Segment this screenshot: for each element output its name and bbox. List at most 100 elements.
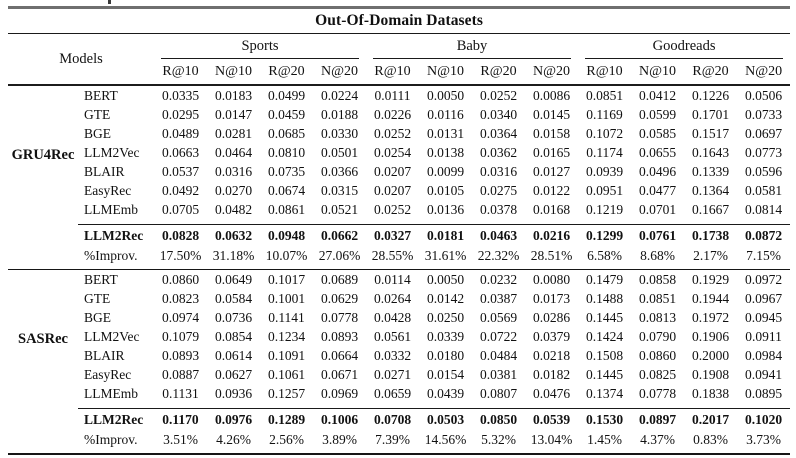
metric-value-cell: 0.0708 bbox=[366, 408, 419, 430]
metric-value-cell: 0.1174 bbox=[586, 144, 623, 160]
metric-value-cell: 0.0254 bbox=[373, 144, 412, 160]
metric-value-cell: 0.1838 bbox=[691, 385, 730, 401]
table-row-sasrec-blair: BLAIR 0.0893 0.0614 0.1091 0.0664 0.0332 0.018… bbox=[8, 346, 790, 365]
metric-value-cell: 0.0286 bbox=[532, 309, 571, 325]
metric-value-cell: 0.0705 bbox=[161, 201, 200, 217]
improv-value-cell: 2.56% bbox=[260, 430, 313, 455]
improv-value-cell: 8.68% bbox=[640, 248, 675, 263]
improv-value-cell: 27.06% bbox=[318, 248, 361, 263]
metric-value-cell: 0.0439 bbox=[426, 385, 465, 401]
improv-value-cell: 14.56% bbox=[419, 430, 472, 455]
metric-value-cell: 0.0364 bbox=[479, 125, 518, 141]
table-row-sasrec-bert: SASRec BERT 0.0860 0.0649 0.1017 0.0689 0.0114… bbox=[8, 269, 791, 409]
metric-value-cell: 0.0722 bbox=[479, 328, 518, 344]
metric-value-cell: 0.0701 bbox=[638, 201, 677, 217]
improv-value-cell: 3.51% bbox=[154, 430, 207, 455]
improv-value-cell: 31.61% bbox=[424, 248, 467, 263]
metric-value-cell: 0.0154 bbox=[426, 366, 465, 382]
metric-value-cell: 0.1445 bbox=[585, 309, 624, 325]
improv-value-cell: 13.04% bbox=[525, 430, 578, 455]
table-row-gru4rec-blair: BLAIR 0.0537 0.0316 0.0735 0.0366 0.0207 0.009… bbox=[8, 162, 790, 181]
improv-value-cell: 4.37% bbox=[631, 430, 684, 455]
improv-value-cell: 6.58% bbox=[587, 248, 622, 263]
metric-value-cell: 0.0823 bbox=[161, 290, 200, 306]
metric-value-cell: 0.0521 bbox=[320, 201, 359, 217]
metric-value-cell: 0.1667 bbox=[691, 201, 730, 217]
improv-value-cell: 22.32% bbox=[477, 248, 520, 263]
metric-value-cell: 0.0951 bbox=[585, 182, 624, 198]
metric-value-cell: 0.1374 bbox=[585, 385, 624, 401]
metric-value-cell: 0.0895 bbox=[745, 385, 783, 401]
out-of-domain-results-table: Out-Of-Domain Datasets Models Sports Baby… bbox=[8, 6, 791, 455]
metric-value-cell: 0.0664 bbox=[320, 347, 359, 363]
metric-value-cell: 0.0674 bbox=[267, 182, 306, 198]
improv-label-cell: %Improv. bbox=[78, 430, 154, 455]
section-label-gru4rec: GRU4Rec bbox=[11, 146, 75, 163]
metric-value-cell: 0.0974 bbox=[161, 309, 200, 325]
model-name-cell: LLMEmb bbox=[84, 201, 138, 217]
table-row-gru4rec-gte: GTE 0.0295 0.0147 0.0459 0.0188 0.0226 0.0116 0… bbox=[8, 105, 790, 124]
metric-value-cell: 0.1517 bbox=[691, 125, 730, 141]
table-row-sasrec-improv: %Improv. 3.51% 4.26% 2.56% 3.89% 7.39% 14.56% 5… bbox=[8, 430, 791, 455]
metric-value-cell: 0.0861 bbox=[267, 201, 306, 217]
metric-header-baby-r-20: R@20 bbox=[472, 60, 525, 86]
model-name-cell: BGE bbox=[84, 309, 111, 325]
metric-value-cell: 0.0887 bbox=[161, 366, 200, 382]
metric-value-cell: 0.1170 bbox=[154, 408, 207, 430]
metric-value-cell: 0.0270 bbox=[214, 182, 253, 198]
metric-value-cell: 0.0893 bbox=[161, 347, 200, 363]
metric-value-cell: 0.1079 bbox=[161, 328, 200, 344]
improv-value-cell: 0.83% bbox=[684, 430, 737, 455]
table-row-sasrec-bge: BGE 0.0974 0.0736 0.1141 0.0778 0.0428 0.0250 0… bbox=[8, 308, 790, 327]
metric-value-cell: 0.0111 bbox=[374, 87, 411, 103]
improv-label-cell: %Improv. bbox=[84, 248, 138, 263]
metric-value-cell: 0.0330 bbox=[320, 125, 359, 141]
model-name-cell: GTE bbox=[84, 106, 111, 122]
improv-value-cell: 10.07% bbox=[265, 248, 308, 263]
metric-header-baby-n-20: N@20 bbox=[525, 60, 578, 86]
table-row-gru4rec-improv: %Improv. 17.50% 31.18% 10.07% 27.06% 28.55% 31… bbox=[8, 246, 790, 270]
model-name-cell: BLAIR bbox=[84, 347, 125, 363]
table-row-sasrec-llm2vec: LLM2Vec 0.1079 0.0854 0.1234 0.0893 0.0561 0.0… bbox=[8, 327, 790, 346]
metric-value-cell: 0.0381 bbox=[479, 366, 518, 382]
metric-value-cell: 0.0850 bbox=[472, 408, 525, 430]
metric-value-cell: 0.0503 bbox=[419, 408, 472, 430]
metric-value-cell: 0.0252 bbox=[373, 125, 412, 141]
metric-value-cell: 0.0614 bbox=[214, 347, 253, 363]
table-row-gru4rec-easyrec: EasyRec 0.0492 0.0270 0.0674 0.0315 0.0207 0.0… bbox=[8, 181, 790, 200]
metric-value-cell: 0.1701 bbox=[691, 106, 730, 122]
metric-value-cell: 0.0897 bbox=[631, 408, 684, 430]
metric-value-cell: 0.0464 bbox=[214, 144, 253, 160]
model-name-cell: BLAIR bbox=[84, 163, 125, 179]
metric-header-goodreads-n-10: N@10 bbox=[631, 60, 684, 86]
metric-value-cell: 0.0649 bbox=[207, 269, 260, 289]
metric-value-cell: 0.0948 bbox=[260, 224, 313, 246]
metric-value-cell: 0.0967 bbox=[745, 290, 783, 306]
metric-value-cell: 0.0316 bbox=[214, 163, 253, 179]
metric-value-cell: 0.0629 bbox=[320, 290, 359, 306]
metric-value-cell: 0.0138 bbox=[426, 144, 465, 160]
model-name-cell: BGE bbox=[84, 125, 111, 141]
model-name-cell: GTE bbox=[84, 290, 111, 306]
improv-value-cell: 31.18% bbox=[212, 248, 255, 263]
metric-value-cell: 0.0584 bbox=[214, 290, 253, 306]
metric-value-cell: 0.0976 bbox=[207, 408, 260, 430]
metric-value-cell: 0.0936 bbox=[214, 385, 253, 401]
metric-value-cell: 0.0659 bbox=[373, 385, 412, 401]
cropped-caption-fragment bbox=[108, 0, 111, 4]
section-spacer-cell bbox=[8, 225, 78, 247]
metric-value-cell: 0.0627 bbox=[214, 366, 253, 382]
table-row-sasrec-llmemb: LLMEmb 0.1131 0.0936 0.1257 0.0969 0.0659 0.04… bbox=[8, 384, 790, 409]
table-row-gru4rec-llmemb: LLMEmb 0.0705 0.0482 0.0861 0.0521 0.0252 0.01… bbox=[8, 200, 790, 225]
metric-value-cell: 0.0689 bbox=[313, 269, 366, 289]
metric-value-cell: 0.0736 bbox=[214, 309, 253, 325]
improv-value-cell: 1.45% bbox=[578, 430, 631, 455]
metric-value-cell: 0.1017 bbox=[260, 269, 313, 289]
model-name-cell: BERT bbox=[78, 269, 154, 289]
metric-value-cell: 0.0911 bbox=[745, 328, 782, 344]
dataset-group-header-row: Models Sports Baby Goodreads bbox=[8, 33, 790, 86]
metric-value-cell: 0.0599 bbox=[638, 106, 677, 122]
metric-value-cell: 0.0366 bbox=[320, 163, 359, 179]
table-title: Out-Of-Domain Datasets bbox=[8, 6, 791, 34]
metric-value-cell: 0.0378 bbox=[479, 201, 518, 217]
